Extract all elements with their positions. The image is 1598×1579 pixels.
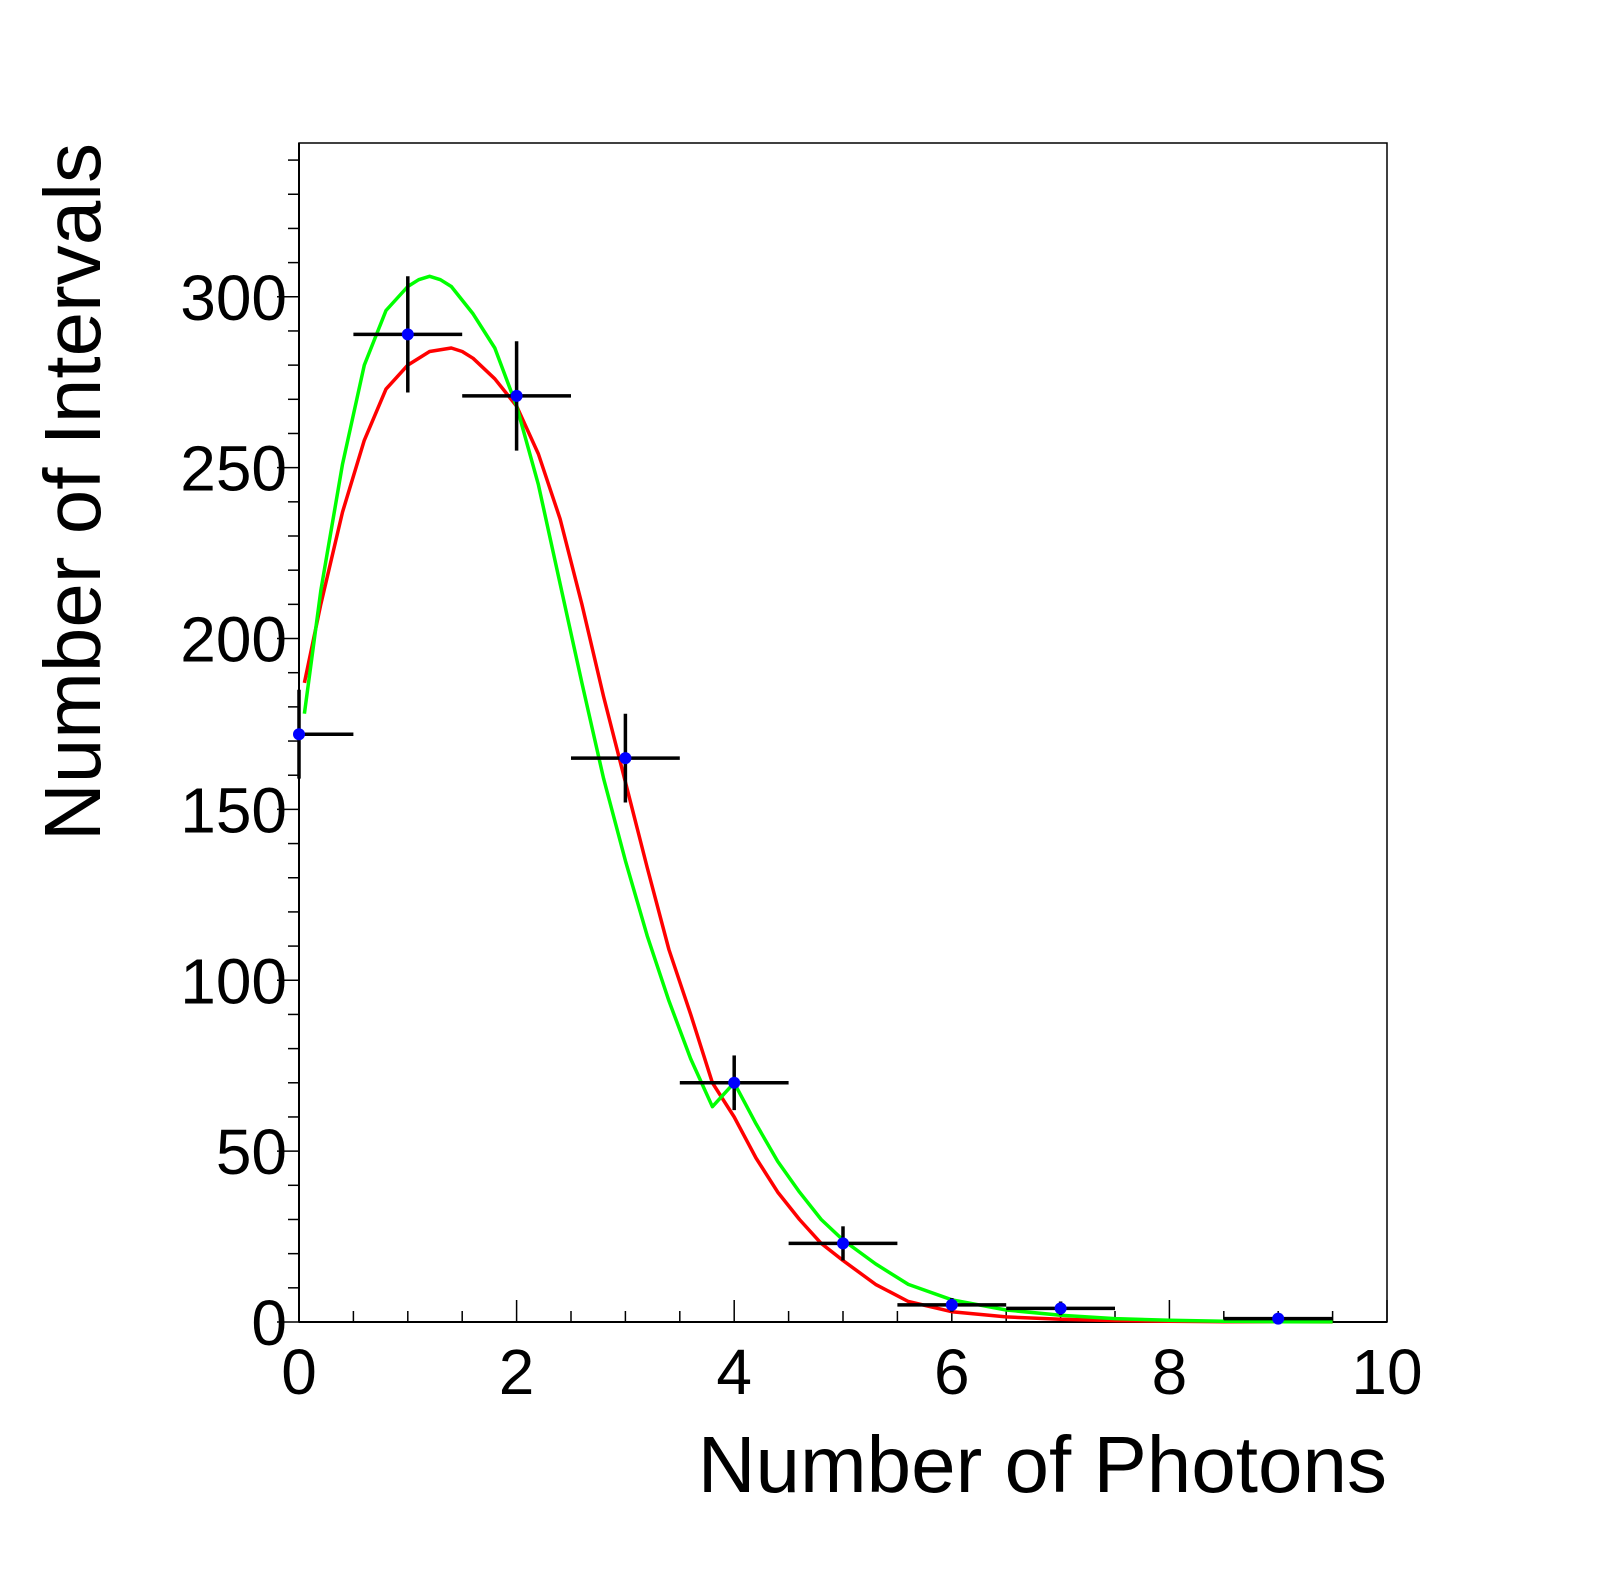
data-point [837,1237,849,1250]
data-point [619,752,632,765]
y-tick-label: 150 [180,774,287,846]
data-point [293,728,305,741]
y-tick-label: 50 [216,1116,287,1188]
data-point [1054,1302,1067,1315]
y-tick-label: 200 [180,604,287,676]
fit-curve-2 [302,274,1333,1324]
data-points [293,328,1285,1325]
y-tick-label: 300 [180,262,287,334]
y-tick-label: 250 [180,433,287,505]
data-point [728,1076,741,1089]
fit-curve-1 [302,346,1333,1324]
y-tick-label: 100 [180,945,287,1017]
y-tick-label: 0 [251,1287,287,1359]
x-tick-label: 2 [499,1336,535,1408]
x-tick-label: 0 [281,1336,317,1408]
x-tick-label: 8 [1152,1336,1188,1408]
x-axis-title: Number of Photons [698,1420,1387,1509]
data-point [945,1298,958,1311]
fit-curves [302,274,1333,1324]
x-tick-label: 10 [1351,1336,1422,1408]
data-point [401,328,414,341]
x-tick-label: 6 [934,1336,970,1408]
y-axis-title: Number of Intervals [28,143,117,841]
data-point [510,389,523,402]
data-point [1272,1312,1285,1325]
x-tick-label: 4 [716,1336,752,1408]
